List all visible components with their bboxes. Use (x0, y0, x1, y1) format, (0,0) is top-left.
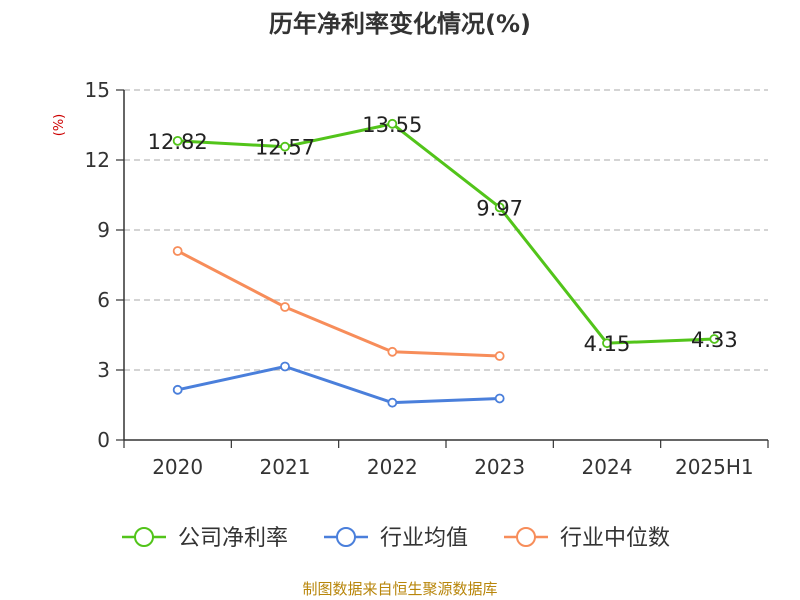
axes: 0 3 6 9 12 15 2020 2021 2022 2023 2024 2025H1 (85, 78, 769, 479)
data-point (387, 397, 398, 408)
data-point (709, 334, 720, 344)
data-point (172, 246, 183, 256)
data-point (280, 361, 290, 372)
legend-label: 行业中位数 (560, 526, 670, 551)
source-note: 制图数据来自恒生聚源数据库 (302, 580, 497, 598)
y-tick-label: 3 (97, 358, 110, 382)
x-tick-label: 2023 (474, 455, 525, 479)
data-point (494, 351, 505, 361)
x-tick-label: 2025H1 (675, 455, 754, 479)
data-label: 12.57 (255, 136, 315, 160)
y-tick-label: 9 (97, 218, 110, 242)
data-label: 4.15 (584, 332, 631, 356)
x-tick-label: 2020 (152, 455, 203, 479)
grid-lines (124, 89, 768, 371)
series-line-2 (176, 249, 500, 358)
x-tick-label: 2024 (582, 455, 633, 479)
data-point (494, 393, 505, 404)
data-point (172, 384, 183, 395)
y-tick-label: 0 (97, 428, 110, 452)
series-line-0 (177, 122, 715, 345)
series-line-1 (177, 365, 500, 405)
legend-marker (134, 527, 154, 547)
legend-label: 公司净利率 (178, 526, 288, 551)
legend-marker (336, 527, 356, 547)
data-labels: 12.82 12.57 13.55 9.97 4.15 4.33 (148, 113, 738, 356)
data-label: 9.97 (476, 196, 523, 220)
chart-title: 历年净利率变化情况(%) (269, 10, 531, 38)
legend: 公司净利率 行业均值 行业中位数 (122, 526, 670, 551)
data-point (172, 135, 183, 146)
series-lines (172, 118, 720, 408)
data-point (280, 302, 290, 312)
legend-marker (516, 527, 536, 547)
x-tick-label: 2021 (260, 455, 311, 479)
y-tick-label: 12 (85, 148, 110, 172)
data-point (602, 338, 612, 349)
data-label: 13.55 (362, 113, 422, 137)
data-point (494, 202, 505, 213)
data-label: 12.82 (148, 130, 208, 154)
y-tick-label: 15 (85, 78, 110, 102)
y-axis-label: (%) (52, 114, 67, 137)
x-tick-label: 2022 (367, 455, 418, 479)
legend-label: 行业均值 (380, 526, 468, 551)
data-point (387, 346, 398, 357)
data-label: 4.33 (691, 328, 738, 352)
data-point (280, 141, 290, 152)
y-tick-label: 6 (97, 288, 110, 312)
data-point (387, 118, 398, 129)
